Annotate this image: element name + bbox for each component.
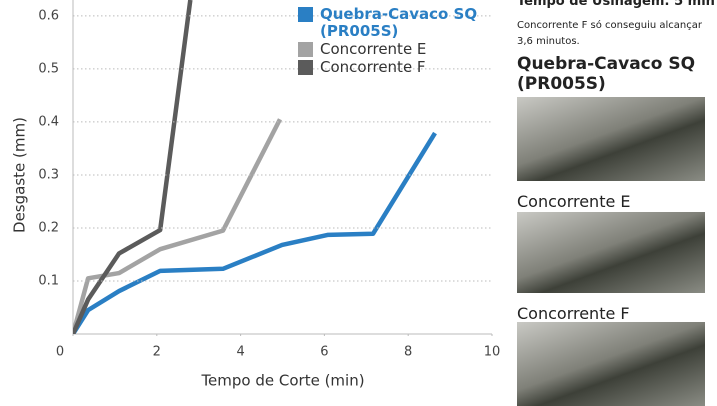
- y-tick-label: 0.1: [38, 273, 59, 288]
- y-axis-label: Desgaste (mm): [11, 117, 29, 233]
- x-tick-label: 10: [484, 345, 501, 360]
- image-caption: Quebra-Cavaco SQ (PR005S): [517, 54, 696, 94]
- legend-label: Concorrente E: [320, 40, 427, 58]
- panel-title: Tempo de Usinagem: 5 min: [517, 0, 715, 9]
- photo: [517, 97, 705, 181]
- legend: Quebra-Cavaco SQ (PR005S) Concorrente E Co…: [298, 6, 498, 77]
- legend-swatch: [298, 7, 313, 22]
- series-line: [73, 131, 437, 334]
- series-line: [73, 118, 282, 334]
- y-tick-label: 0.4: [38, 114, 59, 129]
- y-tick-label: 0.2: [38, 220, 59, 235]
- x-tick-label: 6: [320, 345, 328, 360]
- image-caption: Concorrente E: [517, 192, 631, 211]
- image-caption: Concorrente F: [517, 304, 630, 323]
- x-tick-label: 0: [56, 345, 64, 360]
- plot-area: [73, 0, 437, 334]
- panel-note: Concorrente F só conseguiu alcançar 3,6 …: [517, 20, 702, 47]
- legend-label: Quebra-Cavaco SQ (PR005S): [320, 5, 478, 40]
- y-tick-label: 0.3: [38, 167, 59, 182]
- photo: [517, 322, 705, 406]
- x-tick-label: 4: [236, 345, 244, 360]
- x-tick-label: 8: [404, 345, 412, 360]
- x-axis-label: Tempo de Corte (min): [200, 372, 364, 390]
- legend-swatch: [298, 42, 313, 57]
- legend-entry: Concorrente F: [298, 59, 498, 76]
- legend-swatch: [298, 60, 313, 75]
- photo: [517, 212, 705, 293]
- x-tick-label: 2: [153, 345, 161, 360]
- y-tick-label: 0.5: [38, 61, 59, 76]
- series-line: [73, 0, 193, 334]
- legend-label: Concorrente F: [320, 58, 426, 76]
- chart: Desgaste (mm) Tempo de Corte (min) 0.1 0.…: [11, 0, 501, 390]
- y-tick-label: 0.6: [38, 8, 59, 23]
- legend-entry: Concorrente E: [298, 41, 498, 58]
- legend-entry: Quebra-Cavaco SQ (PR005S): [298, 6, 498, 40]
